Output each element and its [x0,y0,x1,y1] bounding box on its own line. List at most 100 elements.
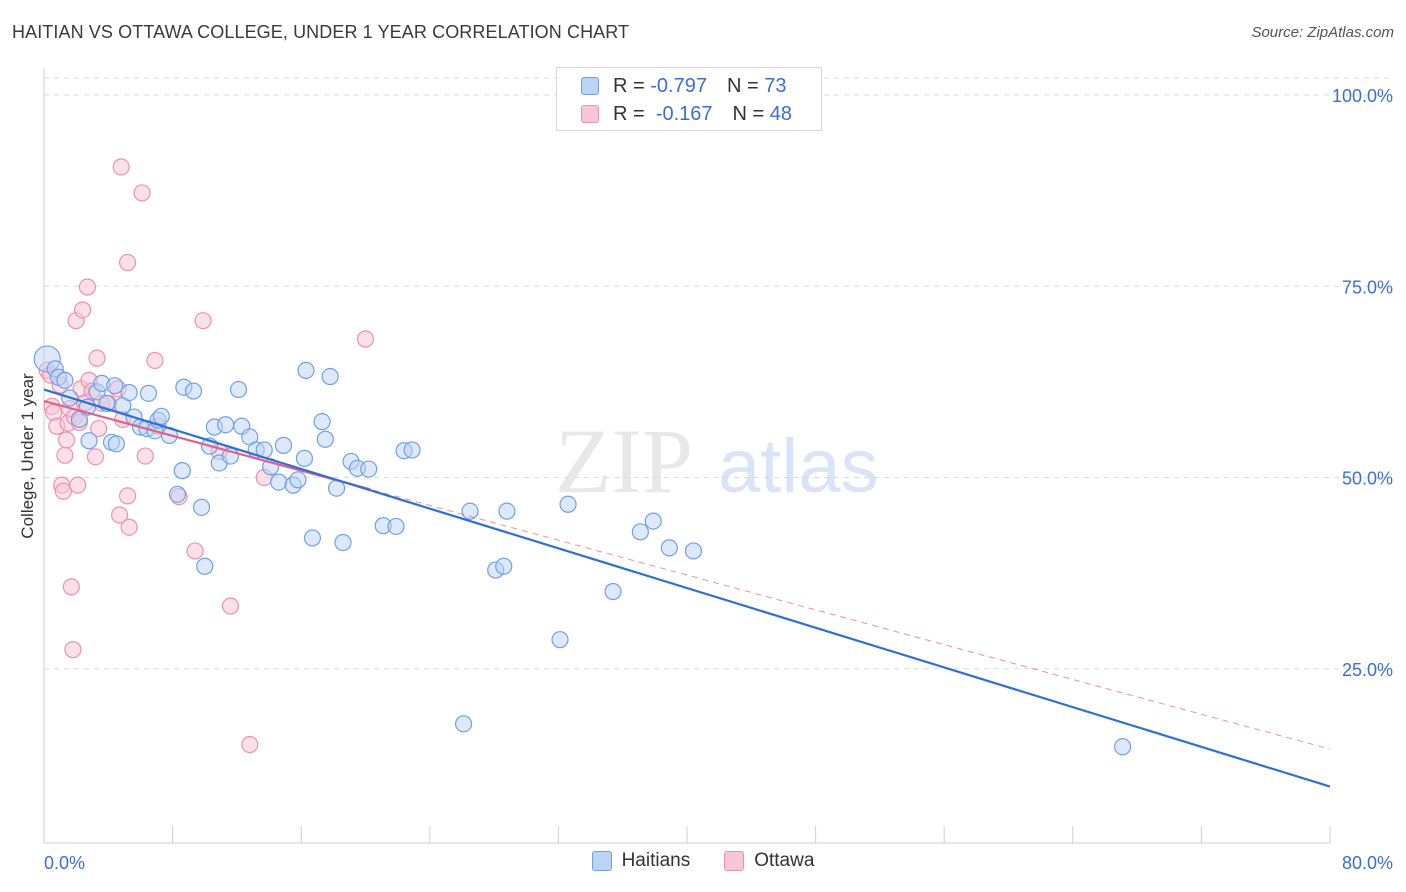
n-label: N = [726,74,759,97]
n-label: N = [732,102,765,125]
haitians-points [33,345,1132,756]
haitians-swatch [581,77,599,95]
haitians-point [313,413,331,431]
ottawa-point [221,597,240,615]
ottawa-point [88,349,106,367]
trend-lines [43,388,1331,788]
ottawa-point [86,448,105,466]
haitians-point [454,715,473,733]
ottawa-point [90,419,108,438]
n-value: 73 [764,74,787,97]
haitians-point [229,380,248,399]
ottawa-point [78,278,97,296]
ottawa-point [57,431,76,449]
haitians-point [604,582,622,601]
ottawa-point [120,518,138,536]
haitians-point [334,533,352,552]
haitians-point [631,523,649,541]
haitians-point [461,502,479,520]
r-value: -0.797 [650,74,707,97]
legend-item-ottawa[interactable]: Ottawa [724,850,814,872]
haitians-legend-swatch [591,851,612,871]
haitians-point [297,361,315,379]
haitians-point [360,460,378,478]
ottawa-point [241,735,259,754]
haitians-trend-line [43,388,1331,788]
y-tick-label: 100.0% [1332,86,1393,106]
ottawa-point [136,447,154,465]
stats-row-ottawa: R = -0.167 N = 48 [581,100,792,128]
x-tick-label-max: 80.0% [1342,853,1393,873]
haitians-point [644,512,662,530]
haitians-point [120,383,138,402]
ottawa-point [133,184,151,202]
haitians-point [316,430,334,448]
ottawa-point [62,578,80,596]
source-label: Source: ZipAtlas.com [1251,24,1394,41]
ottawa-point [112,158,130,176]
y-axis-title: College, Under 1 year [18,373,37,539]
haitians-point [660,539,678,557]
ottawa-swatch [581,105,599,123]
ottawa-point [54,482,72,500]
haitians-point [559,495,577,513]
haitians-point [295,449,314,467]
haitians-point [403,441,421,459]
axes [43,68,1331,844]
haitians-point [196,557,214,575]
chart-title: HAITIAN VS OTTAWA COLLEGE, UNDER 1 YEAR … [12,22,630,42]
haitians-point [217,416,235,434]
watermark-atlas: atlas [718,424,879,509]
haitians-point [495,557,513,575]
haitians-point [270,473,288,491]
haitians-point [1114,738,1132,756]
grid-lines [44,77,1394,670]
y-tick-labels: 25.0% 50.0% 75.0% 100.0% [1332,86,1393,680]
r-label: R = [613,102,645,125]
stats-row-haitians: R = -0.797 N = 73 [581,72,786,100]
watermark-zip: ZIP [555,410,693,512]
haitians-point [107,435,125,453]
haitians-point [173,462,191,480]
ottawa-point [118,253,137,272]
haitians-point [387,517,405,536]
haitians-point [303,529,322,547]
haitians-point [498,502,516,520]
haitians-point [289,471,307,489]
haitians-point [321,367,339,386]
y-tick-label: 50.0% [1342,469,1393,489]
haitians-point [56,371,74,389]
ottawa-point [118,487,137,505]
ottawa-points [38,158,375,754]
n-value: 48 [769,102,793,125]
haitians-point [184,382,203,400]
ottawa-point [56,446,74,464]
haitians-point [106,377,124,395]
y-tick-label: 25.0% [1342,660,1393,680]
ottawa-point [186,542,204,560]
haitians-point [80,432,98,450]
ottawa-point [69,476,87,494]
legend-label-ottawa: Ottawa [754,850,815,871]
series-legend: Haitians Ottawa [0,850,1406,872]
ottawa-point [194,312,212,330]
haitians-point [192,498,211,516]
r-label: R = [613,74,645,97]
ottawa-point [73,301,92,319]
x-tick-label-min: 0.0% [44,853,85,873]
haitians-point [168,485,187,503]
legend-label-haitians: Haitians [621,850,691,871]
ottawa-legend-swatch [724,851,745,871]
ottawa-point [356,330,375,348]
r-value: -0.167 [655,102,713,125]
haitians-point [139,384,158,402]
ottawa-point [146,351,164,370]
haitians-point [551,631,569,649]
legend-item-haitians[interactable]: Haitians [591,850,691,872]
haitians-point [274,436,293,454]
haitians-point [152,407,170,425]
stats-legend: R = -0.797 N = 73 R = -0.167 N = 48 [556,67,822,131]
ottawa-point [64,641,82,659]
haitians-point [684,542,703,560]
